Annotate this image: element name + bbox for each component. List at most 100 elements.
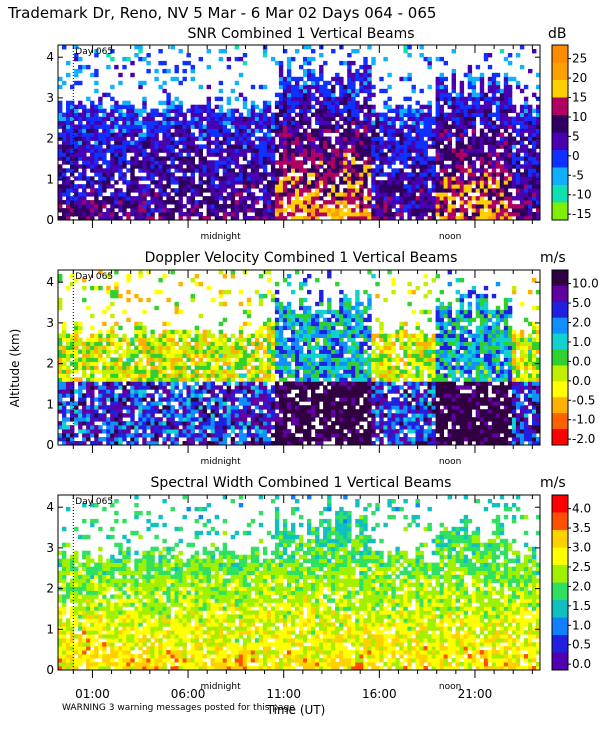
heat-cell [234,45,240,50]
heat-cell [82,132,87,137]
heat-cell [299,160,304,165]
heat-cell [351,104,356,110]
heat-cell [190,124,195,129]
heat-cell [90,204,95,209]
heat-cell [58,112,63,117]
heat-cell [351,96,356,102]
heat-cell [78,64,83,70]
heat-cell [66,401,71,406]
heat-cell [315,172,320,177]
heat-cell [102,321,107,327]
heat-cell [98,405,103,410]
heat-cell [198,425,203,430]
heat-cell [447,124,452,129]
heat-cell [359,84,364,90]
heat-cell [359,204,364,209]
heat-cell [106,124,111,129]
heat-cell [278,68,284,74]
heat-cell [250,140,256,145]
heat-cell [427,188,432,193]
heat-cell [439,92,444,98]
heat-cell [102,124,107,129]
heat-cell [295,112,300,117]
heat-cell [487,192,493,197]
heat-cell [403,45,408,50]
heat-cell [455,104,460,110]
heat-cell [379,152,384,157]
heat-cell [351,184,356,189]
heat-cell [242,144,248,149]
heat-cell [379,76,384,82]
heat-cell [202,417,207,422]
heat-cell [102,168,107,173]
heat-cell [102,389,107,394]
heat-cell [154,357,159,362]
heat-cell [242,168,248,173]
heat-cell [130,437,135,442]
heat-cell [90,357,95,362]
heat-cell [254,156,260,161]
heat-cell [162,60,167,66]
heat-cell [222,140,228,145]
heat-cell [130,108,135,113]
heat-cell [479,172,485,177]
heat-cell [523,116,529,121]
heat-cell [78,136,83,141]
heat-cell [182,116,187,121]
heat-cell [351,212,356,217]
heat-cell [319,204,324,209]
heat-cell [202,397,207,402]
heat-cell [218,333,224,338]
heat-cell [303,176,308,181]
heat-cell [295,152,300,157]
heat-cell [166,184,171,189]
heat-cell [102,200,107,205]
heat-cell [532,192,537,197]
heat-cell [479,184,485,189]
heat-cell [427,192,432,197]
heat-cell [282,116,288,121]
heat-cell [66,369,71,374]
heat-cell [86,337,91,342]
heat-cell [194,124,199,129]
heat-cell [291,176,296,181]
heat-cell [523,204,529,209]
heat-cell [162,88,167,94]
heat-cell [214,385,220,390]
heat-cell [118,72,123,78]
heat-cell [447,180,452,185]
heat-cell [495,184,501,189]
heat-cell [443,112,448,117]
heat-cell [447,212,452,217]
heat-cell [166,128,171,133]
heat-cell [250,204,256,209]
heat-cell [82,148,87,153]
heat-cell [202,132,207,137]
heat-cell [94,433,99,438]
heat-cell [238,188,244,193]
heat-cell [86,413,91,418]
heat-cell [122,140,127,145]
heat-cell [536,176,541,181]
heat-cell [146,164,151,169]
heat-cell [419,204,424,209]
heat-cell [202,164,207,169]
heat-cell [214,164,220,169]
heat-cell [379,120,384,125]
heat-cell [254,369,260,374]
heat-cell [528,108,533,113]
heat-cell [202,329,207,335]
heat-cell [286,192,292,197]
heat-cell [134,401,139,406]
heat-cell [242,136,248,141]
heat-cell [431,180,436,185]
heat-cell [262,112,268,117]
heat-cell [222,409,228,414]
heat-cell [86,64,91,70]
heat-cell [206,441,211,446]
heat-cell [214,144,220,149]
heat-cell [174,429,179,434]
heat-cell [110,108,115,113]
heat-cell [254,212,260,217]
